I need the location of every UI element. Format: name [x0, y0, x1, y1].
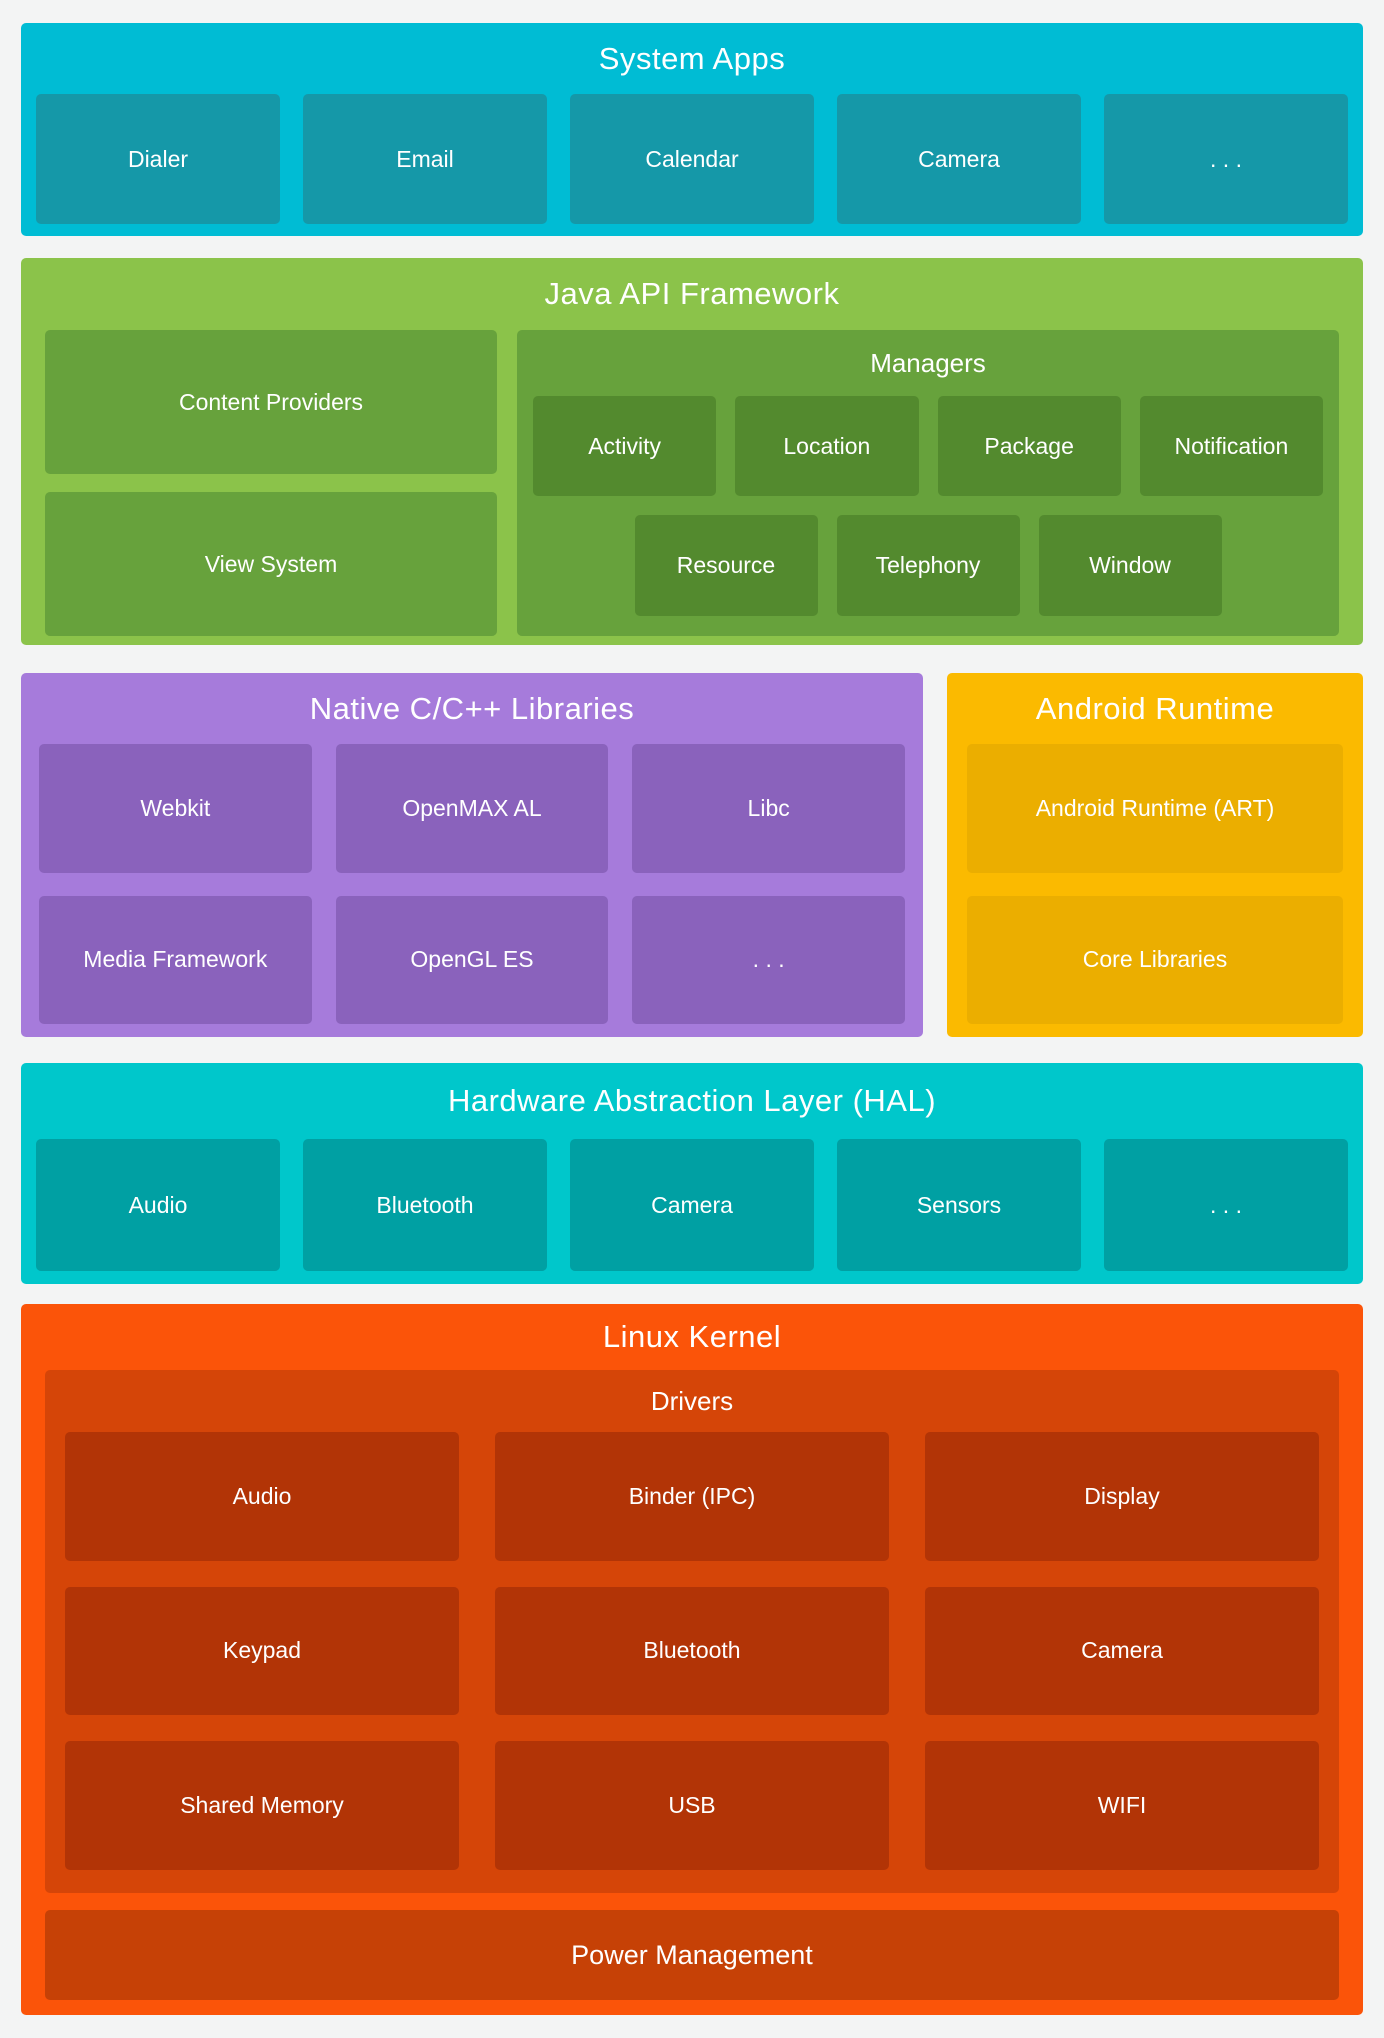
- java-api-content: Content Providers View System Managers A…: [45, 330, 1339, 636]
- system-apps-title: System Apps: [598, 40, 786, 76]
- drivers-panel: Drivers Audio Binder (IPC) Display Keypa…: [45, 1370, 1339, 1893]
- box-media-framework: Media Framework: [39, 895, 312, 1024]
- box-usb-driver: USB: [495, 1741, 889, 1870]
- system-apps-boxes: Dialer Email Calendar Camera . . .: [36, 94, 1348, 224]
- box-location-manager: Location: [735, 396, 919, 496]
- box-notification-manager: Notification: [1139, 396, 1323, 496]
- box-native-ellipsis: . . .: [632, 895, 905, 1024]
- box-camera-driver: Camera: [925, 1586, 1319, 1716]
- layer-native-libraries: Native C/C++ Libraries Webkit OpenMAX AL…: [21, 673, 923, 1037]
- box-bluetooth-hal: Bluetooth: [303, 1139, 547, 1271]
- box-window-manager: Window: [1038, 515, 1222, 616]
- box-bluetooth-driver: Bluetooth: [495, 1586, 889, 1716]
- linux-kernel-title: Linux Kernel: [602, 1319, 782, 1354]
- box-shared-memory-driver: Shared Memory: [65, 1741, 459, 1870]
- java-api-title: Java API Framework: [544, 276, 840, 311]
- hal-boxes: Audio Bluetooth Camera Sensors . . .: [36, 1139, 1348, 1271]
- box-webkit: Webkit: [39, 744, 312, 873]
- box-package-manager: Package: [937, 396, 1121, 496]
- box-audio-hal: Audio: [36, 1139, 280, 1271]
- layer-android-runtime: Android Runtime Android Runtime (ART) Co…: [947, 673, 1363, 1037]
- box-activity-manager: Activity: [533, 396, 717, 496]
- layer-linux-kernel: Linux Kernel Drivers Audio Binder (IPC) …: [21, 1304, 1363, 2015]
- box-view-system: View System: [45, 492, 497, 636]
- layer-java-api-framework: Java API Framework Content Providers Vie…: [21, 258, 1363, 645]
- layer-system-apps: System Apps Dialer Email Calendar Camera…: [21, 23, 1363, 236]
- box-keypad-driver: Keypad: [65, 1586, 459, 1716]
- box-opengl-es: OpenGL ES: [335, 895, 609, 1024]
- box-openmax-al: OpenMAX AL: [335, 744, 609, 873]
- box-power-management: Power Management: [45, 1910, 1339, 2000]
- native-and-runtime-row: Native C/C++ Libraries Webkit OpenMAX AL…: [21, 673, 1363, 1037]
- box-content-providers: Content Providers: [45, 330, 497, 474]
- layer-hal: Hardware Abstraction Layer (HAL) Audio B…: [21, 1063, 1363, 1284]
- box-hal-ellipsis: . . .: [1104, 1139, 1348, 1271]
- box-resource-manager: Resource: [634, 515, 818, 616]
- box-sensors-hal: Sensors: [837, 1139, 1081, 1271]
- box-binder-ipc-driver: Binder (IPC): [495, 1432, 889, 1561]
- box-calendar: Calendar: [570, 94, 814, 224]
- managers-title: Managers: [870, 347, 986, 378]
- box-display-driver: Display: [925, 1432, 1319, 1561]
- managers-panel: Managers Activity Location Package Notif…: [517, 330, 1339, 636]
- box-art: Android Runtime (ART): [967, 744, 1343, 873]
- managers-row-1: Activity Location Package Notification: [533, 396, 1323, 496]
- java-api-left-column: Content Providers View System: [45, 330, 497, 636]
- box-wifi-driver: WIFI: [925, 1741, 1319, 1870]
- box-camera-hal: Camera: [570, 1139, 814, 1271]
- drivers-title: Drivers: [650, 1385, 734, 1416]
- android-runtime-boxes: Android Runtime (ART) Core Libraries: [967, 744, 1343, 1024]
- android-runtime-title: Android Runtime: [1035, 690, 1275, 726]
- drivers-grid: Audio Binder (IPC) Display Keypad Blueto…: [65, 1432, 1319, 1870]
- native-libraries-grid: Webkit OpenMAX AL Libc Media Framework O…: [39, 744, 905, 1024]
- box-libc: Libc: [632, 744, 905, 873]
- box-core-libraries: Core Libraries: [967, 895, 1343, 1024]
- box-email: Email: [303, 94, 547, 224]
- box-camera-app: Camera: [837, 94, 1081, 224]
- box-system-apps-ellipsis: . . .: [1104, 94, 1348, 224]
- managers-row-2: Resource Telephony Window: [533, 515, 1323, 616]
- box-audio-driver: Audio: [65, 1432, 459, 1561]
- box-telephony-manager: Telephony: [836, 515, 1020, 616]
- native-libraries-title: Native C/C++ Libraries: [309, 690, 635, 726]
- hal-title: Hardware Abstraction Layer (HAL): [447, 1083, 937, 1118]
- box-dialer: Dialer: [36, 94, 280, 224]
